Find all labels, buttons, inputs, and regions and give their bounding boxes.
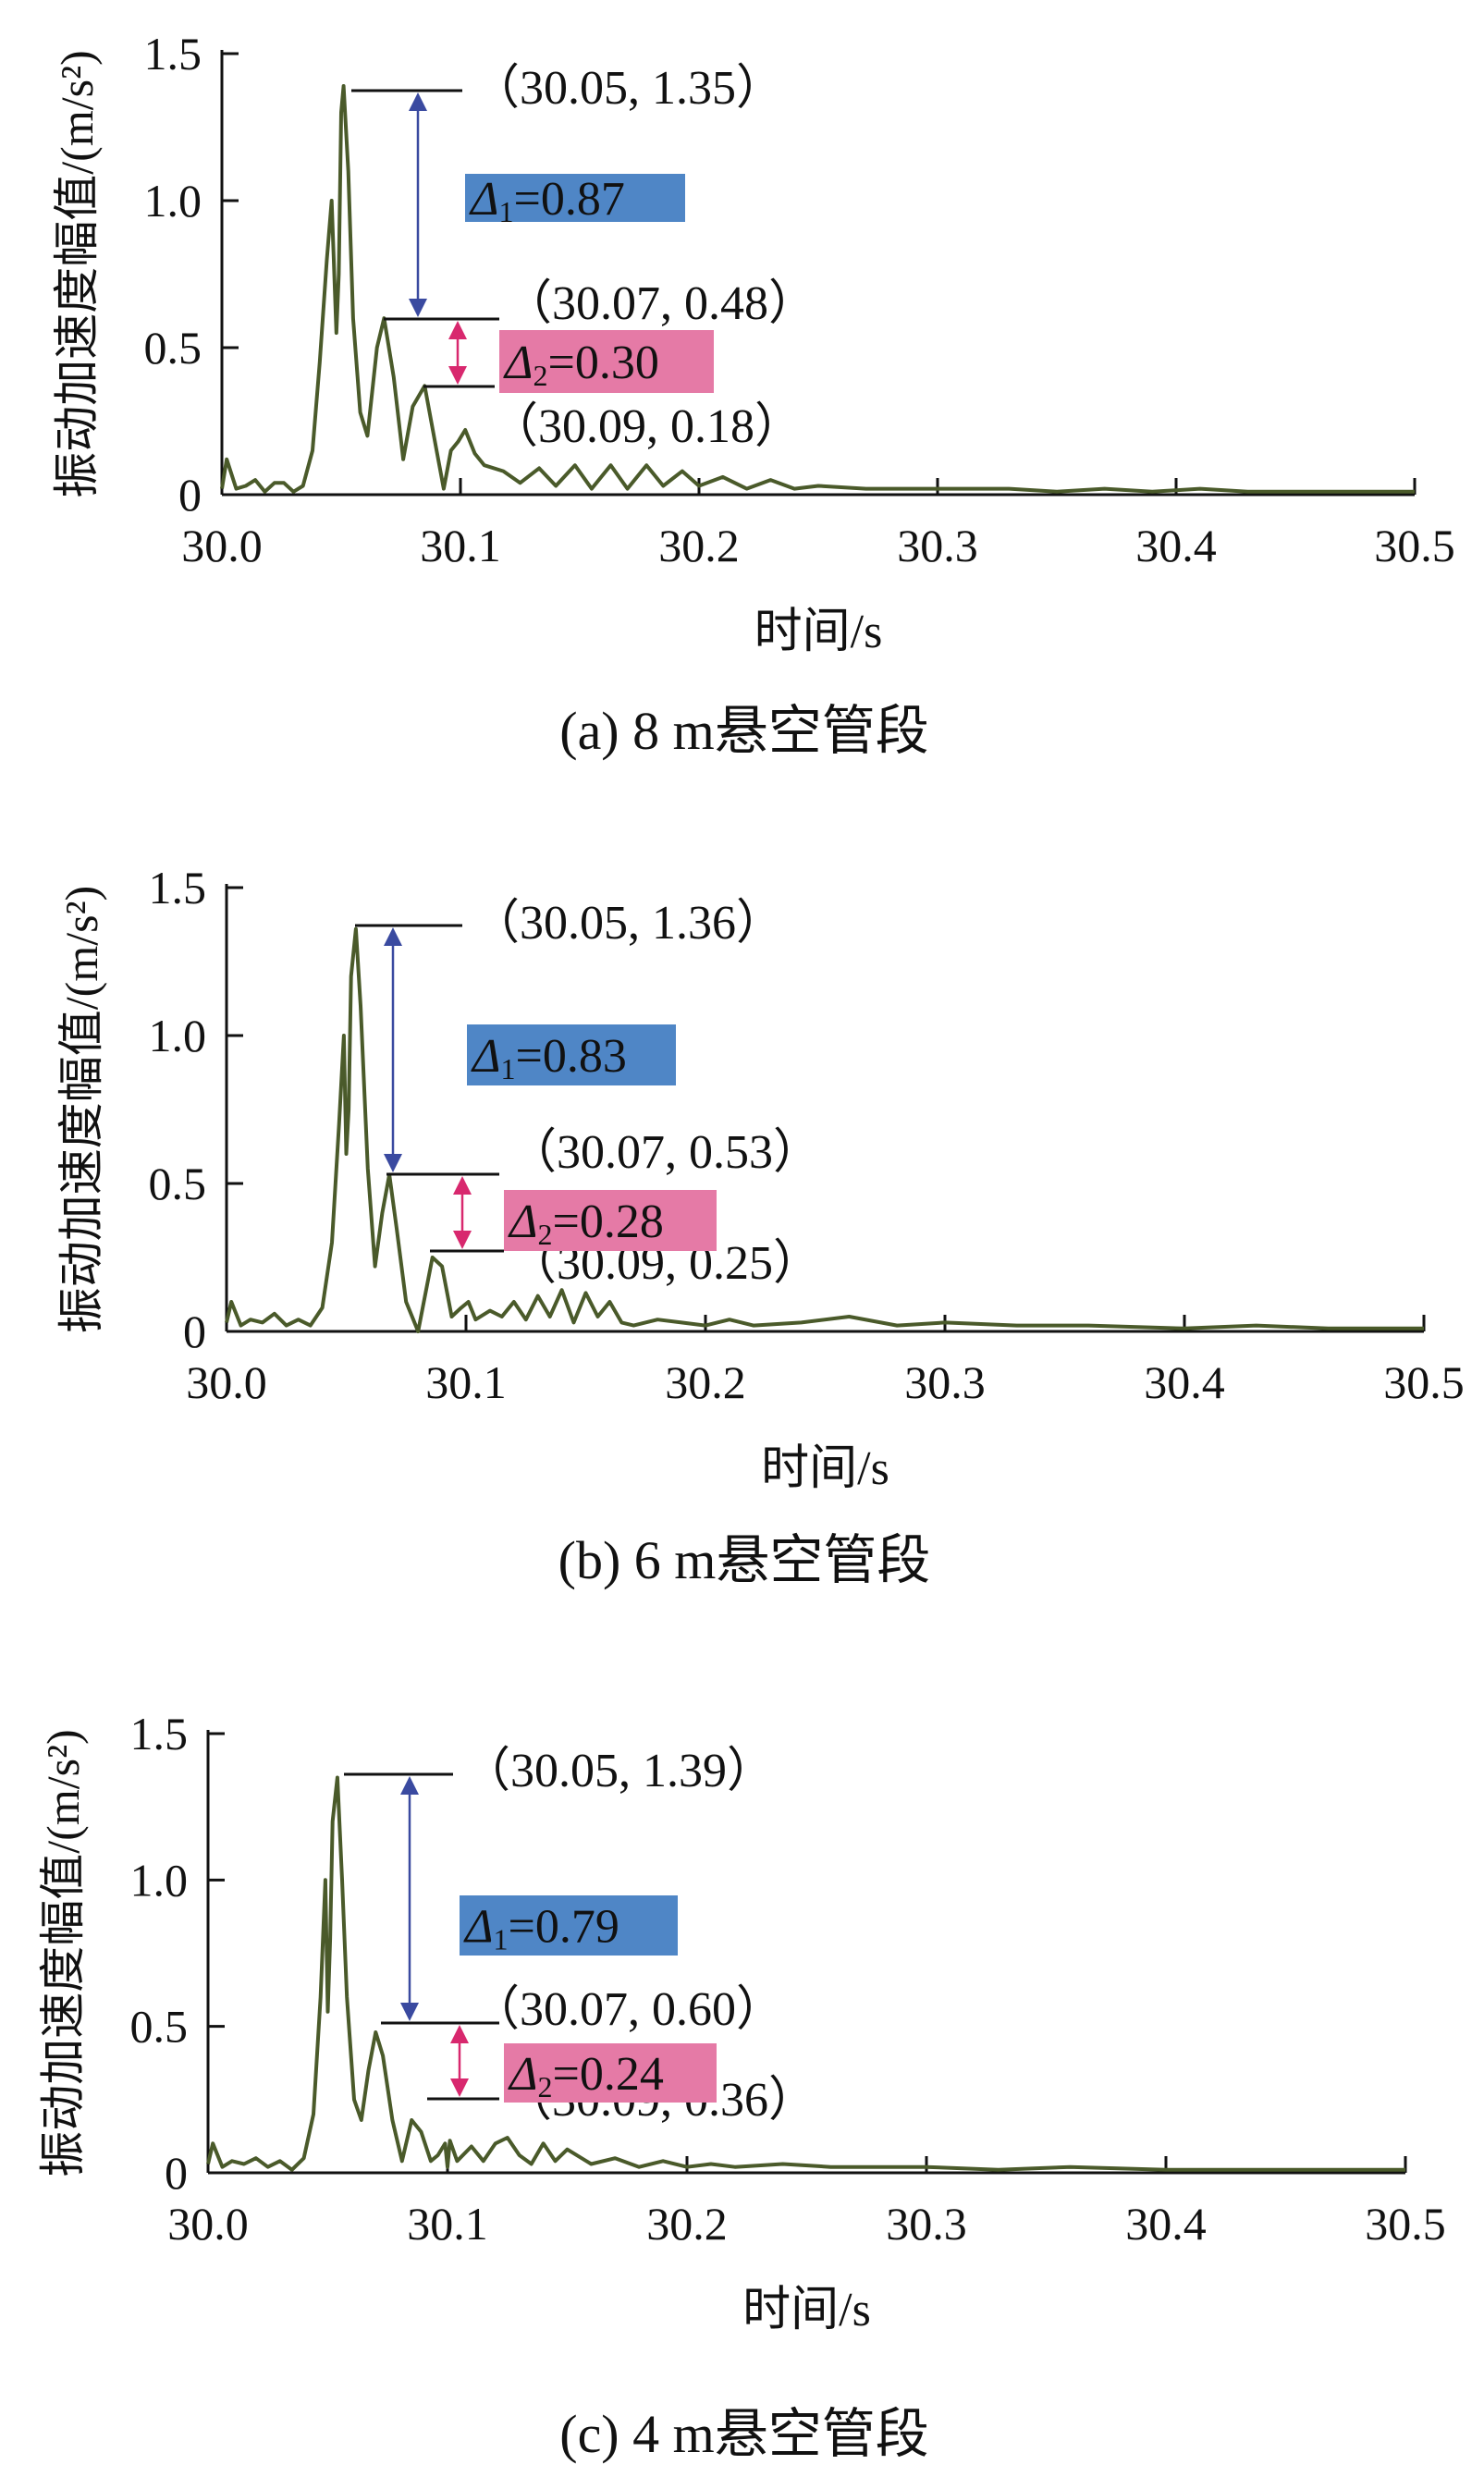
- y-tick-label: 1.0: [130, 1854, 189, 1906]
- panel-b: 0 0.5 1.0 1.5 30.0 30.1 30.2 30.3 30.4 30.5 时间/s 振动…: [0, 828, 1484, 1660]
- x-tick-label: 30.4: [1125, 2198, 1207, 2250]
- x-tick-label: 30.0: [181, 520, 263, 571]
- peak-label: （30.09, 0.18）: [490, 400, 803, 453]
- chart-b: 0 0.5 1.0 1.5 30.0 30.1 30.2 30.3 30.4 30.5 时间/s 振动…: [55, 862, 1465, 1590]
- x-tick-label: 30.2: [646, 2198, 728, 2250]
- x-axis-label: 时间/s: [761, 1442, 889, 1495]
- x-tick-label: 30.2: [665, 1356, 746, 1408]
- chart-caption: (b) 6 m悬空管段: [558, 1530, 931, 1590]
- delta2-arrow-head: [448, 366, 467, 385]
- y-tick-label: 0: [183, 1306, 206, 1357]
- delta1-arrow-head: [384, 1154, 402, 1172]
- delta1-arrow-head: [409, 92, 427, 111]
- delta2-arrow-head: [450, 2025, 469, 2043]
- x-tick-label: 30.1: [407, 2198, 488, 2250]
- chart-caption: (c) 4 m悬空管段: [559, 2404, 929, 2464]
- delta1-label: Δ1=0.83: [471, 1030, 627, 1085]
- delta1-arrow-head: [384, 927, 402, 946]
- y-tick-label: 1.5: [144, 28, 202, 80]
- x-tick-label: 30.5: [1374, 520, 1455, 571]
- delta1-label: Δ1=0.79: [463, 1901, 619, 1956]
- peak-label: （30.05, 1.35）: [472, 62, 784, 115]
- series-line: [220, 84, 1415, 494]
- series-line: [225, 926, 1424, 1333]
- x-axis-label: 时间/s: [754, 606, 883, 658]
- x-tick-label: 30.0: [186, 1356, 267, 1408]
- y-tick-label: 1.0: [149, 1010, 207, 1061]
- x-tick-label: 30.4: [1144, 1356, 1225, 1408]
- y-tick-label: 1.0: [144, 175, 202, 227]
- x-tick-label: 30.2: [658, 520, 740, 571]
- delta2-arrow-head: [453, 1231, 472, 1249]
- delta1-arrow-head: [409, 299, 427, 317]
- chart-a: 0 0.5 1.0 1.5 30.0 30.1 30.2 30.3 30.4 30.5 时间/s 振动…: [51, 28, 1455, 761]
- y-tick-label: 1.5: [130, 1708, 189, 1759]
- y-axis-label: 振动加速度幅值/(m/s²): [37, 1729, 89, 2176]
- x-tick-label: 30.0: [167, 2198, 249, 2250]
- delta2-box: [504, 1190, 717, 1251]
- delta2-arrow-head: [448, 321, 467, 339]
- peak-label: （30.07, 0.60）: [472, 1983, 784, 2036]
- x-axis-label: 时间/s: [742, 2284, 871, 2336]
- delta1-box: [465, 174, 685, 222]
- y-axis-label: 振动加速度幅值/(m/s²): [55, 886, 107, 1333]
- delta2-label: Δ2=0.24: [508, 2048, 664, 2103]
- y-axis-label: 振动加速度幅值/(m/s²): [51, 50, 103, 497]
- delta2-box: [504, 2043, 717, 2103]
- x-tick-label: 30.5: [1365, 2198, 1446, 2250]
- y-tick-label: 1.5: [149, 862, 207, 913]
- delta2-arrow-head: [453, 1176, 472, 1195]
- delta2-arrow-head: [450, 2078, 469, 2097]
- delta1-box: [460, 1895, 678, 1956]
- delta2-box: [499, 330, 714, 393]
- delta1-arrow-head: [400, 1776, 419, 1795]
- y-tick-label: 0.5: [130, 2001, 189, 2053]
- x-tick-label: 30.3: [886, 2198, 967, 2250]
- delta1-box: [467, 1024, 676, 1085]
- y-tick-label: 0: [165, 2147, 188, 2199]
- y-tick-label: 0: [178, 469, 202, 521]
- x-tick-label: 30.1: [420, 520, 501, 571]
- peak-label: （30.07, 0.53）: [509, 1126, 821, 1179]
- x-tick-label: 30.5: [1383, 1356, 1465, 1408]
- panel-a: 0 0.5 1.0 1.5 30.0 30.1 30.2 30.3 30.4 30.5 时间/s 振动…: [0, 0, 1484, 832]
- x-tick-label: 30.3: [897, 520, 978, 571]
- x-tick-label: 30.1: [425, 1356, 507, 1408]
- delta2-label: Δ2=0.30: [503, 337, 659, 392]
- peak-label: （30.05, 1.39）: [462, 1745, 775, 1797]
- y-tick-label: 0.5: [149, 1158, 207, 1209]
- peak-label: （30.07, 0.48）: [504, 277, 816, 330]
- delta1-arrow-head: [400, 2003, 419, 2021]
- delta2-label: Δ2=0.28: [508, 1195, 664, 1251]
- panel-c: 0 0.5 1.0 1.5 30.0 30.1 30.2 30.3 30.4 30.5 时间/s 振动…: [0, 1646, 1484, 2484]
- x-tick-label: 30.4: [1135, 520, 1217, 571]
- delta1-label: Δ1=0.87: [469, 173, 625, 228]
- chart-caption: (a) 8 m悬空管段: [559, 701, 929, 761]
- series-line: [206, 1775, 1405, 2172]
- chart-c: 0 0.5 1.0 1.5 30.0 30.1 30.2 30.3 30.4 30.5 时间/s 振动…: [37, 1708, 1446, 2464]
- y-tick-label: 0.5: [144, 322, 202, 374]
- peak-label: （30.05, 1.36）: [472, 897, 784, 950]
- x-tick-label: 30.3: [904, 1356, 986, 1408]
